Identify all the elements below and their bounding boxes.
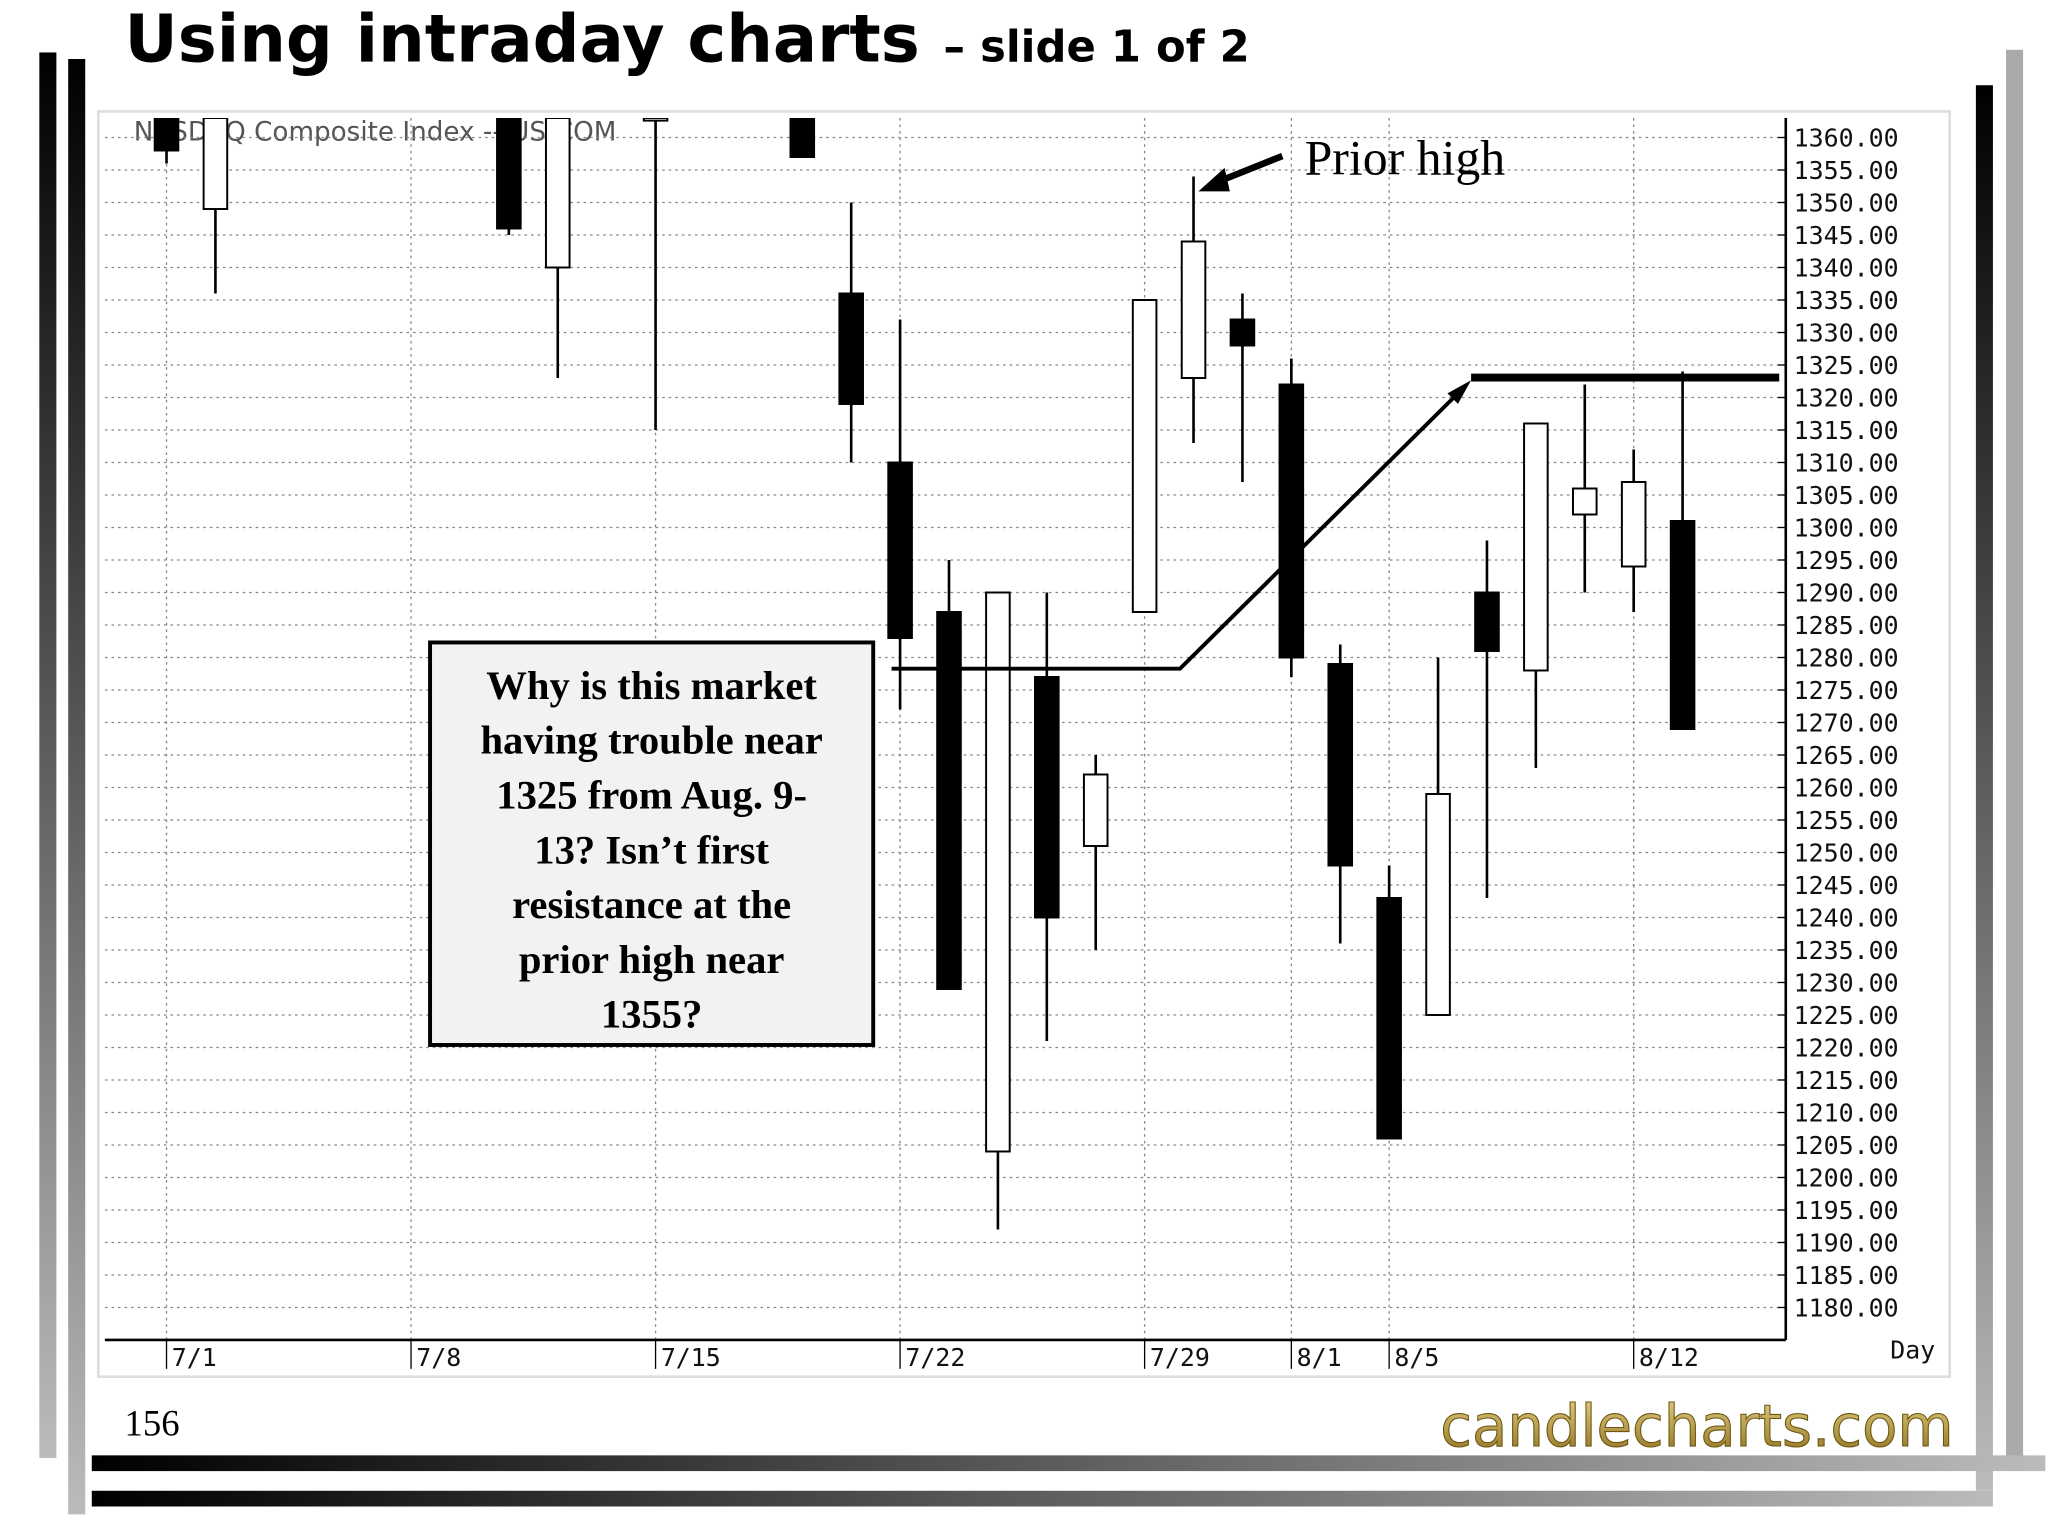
y-tick-label: 1280.00	[1794, 644, 1899, 673]
x-tick-label: 7/1	[172, 1343, 217, 1372]
x-tick-label: 8/5	[1394, 1343, 1439, 1372]
y-tick-label: 1190.00	[1794, 1229, 1899, 1258]
question-line: having trouble near	[480, 718, 822, 763]
y-tick-label: 1305.00	[1794, 481, 1899, 510]
candle-body	[1474, 591, 1500, 652]
candle-body	[985, 591, 1011, 1153]
y-tick-label: 1270.00	[1794, 709, 1899, 738]
y-tick-label: 1225.00	[1794, 1001, 1899, 1030]
y-tick-label: 1355.00	[1794, 156, 1899, 185]
x-tick-label: 8/12	[1639, 1343, 1699, 1372]
x-tick-label: 7/15	[661, 1343, 721, 1372]
candle-body	[202, 118, 229, 210]
question-line: 1325 from Aug. 9-	[496, 772, 807, 817]
y-tick-label: 1220.00	[1794, 1034, 1899, 1063]
question-line: 13? Isn’t first	[534, 827, 769, 872]
decor-bar	[68, 59, 86, 1515]
candle-body	[1229, 318, 1256, 347]
y-tick-label: 1325.00	[1794, 351, 1899, 380]
x-tick-label: 7/29	[1150, 1343, 1210, 1372]
candle-body	[789, 118, 816, 158]
y-tick-label: 1195.00	[1794, 1196, 1899, 1225]
annotation: Prior high	[1305, 130, 1506, 185]
y-tick-label: 1335.00	[1794, 286, 1899, 315]
candle-body	[496, 118, 522, 230]
page-number: 156	[125, 1403, 180, 1444]
y-tick-label: 1230.00	[1794, 969, 1899, 998]
y-tick-label: 1285.00	[1794, 611, 1899, 640]
candle-body	[1523, 422, 1549, 672]
question-line: 1355?	[601, 992, 703, 1037]
decor-bar	[91, 1455, 2046, 1472]
candle-body	[1034, 676, 1060, 919]
x-tick-label: 7/8	[416, 1343, 461, 1372]
candle-body	[1131, 299, 1158, 613]
y-tick-label: 1260.00	[1794, 774, 1899, 803]
x-axis-label: Day	[1890, 1335, 1935, 1364]
y-tick-label: 1315.00	[1794, 416, 1899, 445]
arrow-head	[1447, 380, 1472, 404]
y-tick-label: 1250.00	[1794, 839, 1899, 868]
candle-body	[887, 461, 913, 639]
question-box	[428, 640, 876, 1047]
y-tick-label: 1320.00	[1794, 384, 1899, 413]
y-tick-label: 1255.00	[1794, 806, 1899, 835]
trend-line	[891, 386, 1465, 671]
y-tick-label: 1215.00	[1794, 1066, 1899, 1095]
candle-body	[1278, 383, 1305, 659]
y-tick-label: 1200.00	[1794, 1164, 1899, 1193]
y-tick-label: 1310.00	[1794, 449, 1899, 478]
candle-body	[642, 118, 669, 122]
candle-body	[544, 118, 571, 269]
candle-body	[1425, 793, 1451, 1016]
y-tick-label: 1295.00	[1794, 546, 1899, 575]
decor-bar	[1975, 85, 1993, 1491]
y-tick-label: 1240.00	[1794, 904, 1899, 933]
title: Using intraday charts	[125, 2, 920, 78]
y-tick-label: 1330.00	[1794, 319, 1899, 348]
decor-bar	[91, 1490, 1993, 1507]
question-line: prior high near	[519, 937, 785, 982]
logo: candlecharts.com	[1440, 1392, 1953, 1460]
slide-title: Using intraday charts – slide 1 of 2	[125, 2, 1250, 78]
candle-body	[1669, 520, 1696, 730]
candle-body	[1571, 487, 1598, 516]
candle-body	[1082, 773, 1109, 847]
y-tick-label: 1205.00	[1794, 1131, 1899, 1160]
chart-panel	[97, 110, 1951, 1379]
y-tick-label: 1180.00	[1794, 1294, 1899, 1323]
y-tick-label: 1275.00	[1794, 676, 1899, 705]
arrow	[1215, 152, 1284, 186]
subtitle: – slide 1 of 2	[943, 23, 1249, 73]
y-tick-label: 1300.00	[1794, 514, 1899, 543]
candle-body	[153, 118, 180, 152]
y-tick-label: 1345.00	[1794, 221, 1899, 250]
y-tick-label: 1290.00	[1794, 579, 1899, 608]
y-tick-label: 1245.00	[1794, 871, 1899, 900]
candle-body	[838, 292, 864, 405]
candle-body	[1327, 663, 1354, 867]
y-tick-label: 1340.00	[1794, 254, 1899, 283]
question-line: resistance at the	[512, 882, 791, 927]
x-tick-label: 7/22	[905, 1343, 965, 1372]
y-tick-label: 1265.00	[1794, 741, 1899, 770]
y-tick-label: 1360.00	[1794, 124, 1899, 153]
x-tick-label: 8/1	[1297, 1343, 1342, 1372]
y-tick-label: 1350.00	[1794, 189, 1899, 218]
decor-bar	[2006, 49, 2024, 1458]
question-line: Why is this market	[486, 663, 817, 708]
y-tick-label: 1210.00	[1794, 1099, 1899, 1128]
candle-body	[1180, 240, 1207, 379]
candle-body	[936, 611, 962, 990]
candle-body	[1376, 897, 1402, 1140]
y-tick-label: 1185.00	[1794, 1261, 1899, 1290]
y-tick-label: 1235.00	[1794, 936, 1899, 965]
decor-bar	[39, 52, 57, 1458]
arrow-head	[1198, 167, 1230, 192]
candle-body	[1620, 481, 1647, 568]
